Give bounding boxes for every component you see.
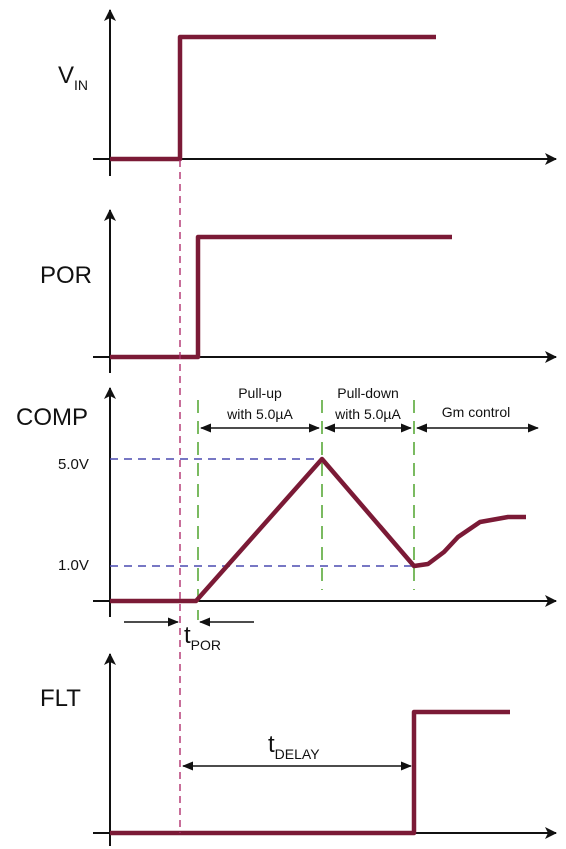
level-high-label: 5.0V — [58, 456, 89, 473]
pulldown-label-1: Pull-down — [337, 385, 398, 401]
comp-label: COMP — [16, 404, 88, 431]
pullup-label-1: Pull-up — [238, 385, 282, 401]
por-waveform — [110, 234, 452, 360]
vin-waveform — [110, 34, 436, 162]
pulldown-label-2: with 5.0µA — [334, 406, 401, 422]
flt-label: FLT — [40, 685, 81, 712]
pullup-label-2: with 5.0µA — [226, 406, 293, 422]
comp-panel: 5.0V 1.0V Pull-up with 5.0µA Pull-down w… — [16, 385, 557, 653]
tdelay-label: tDELAY — [268, 731, 320, 762]
tpor-label: tPOR — [184, 622, 221, 653]
flt-waveform — [110, 709, 510, 836]
gm-label: Gm control — [442, 404, 510, 420]
level-low-label: 1.0V — [58, 557, 89, 574]
flt-panel: FLT tDELAY — [40, 653, 557, 846]
por-label: POR — [40, 262, 92, 289]
comp-waveform — [110, 456, 526, 604]
por-panel: POR — [40, 209, 557, 373]
vin-label: VIN — [58, 62, 88, 93]
vin-panel: VIN — [58, 9, 557, 176]
